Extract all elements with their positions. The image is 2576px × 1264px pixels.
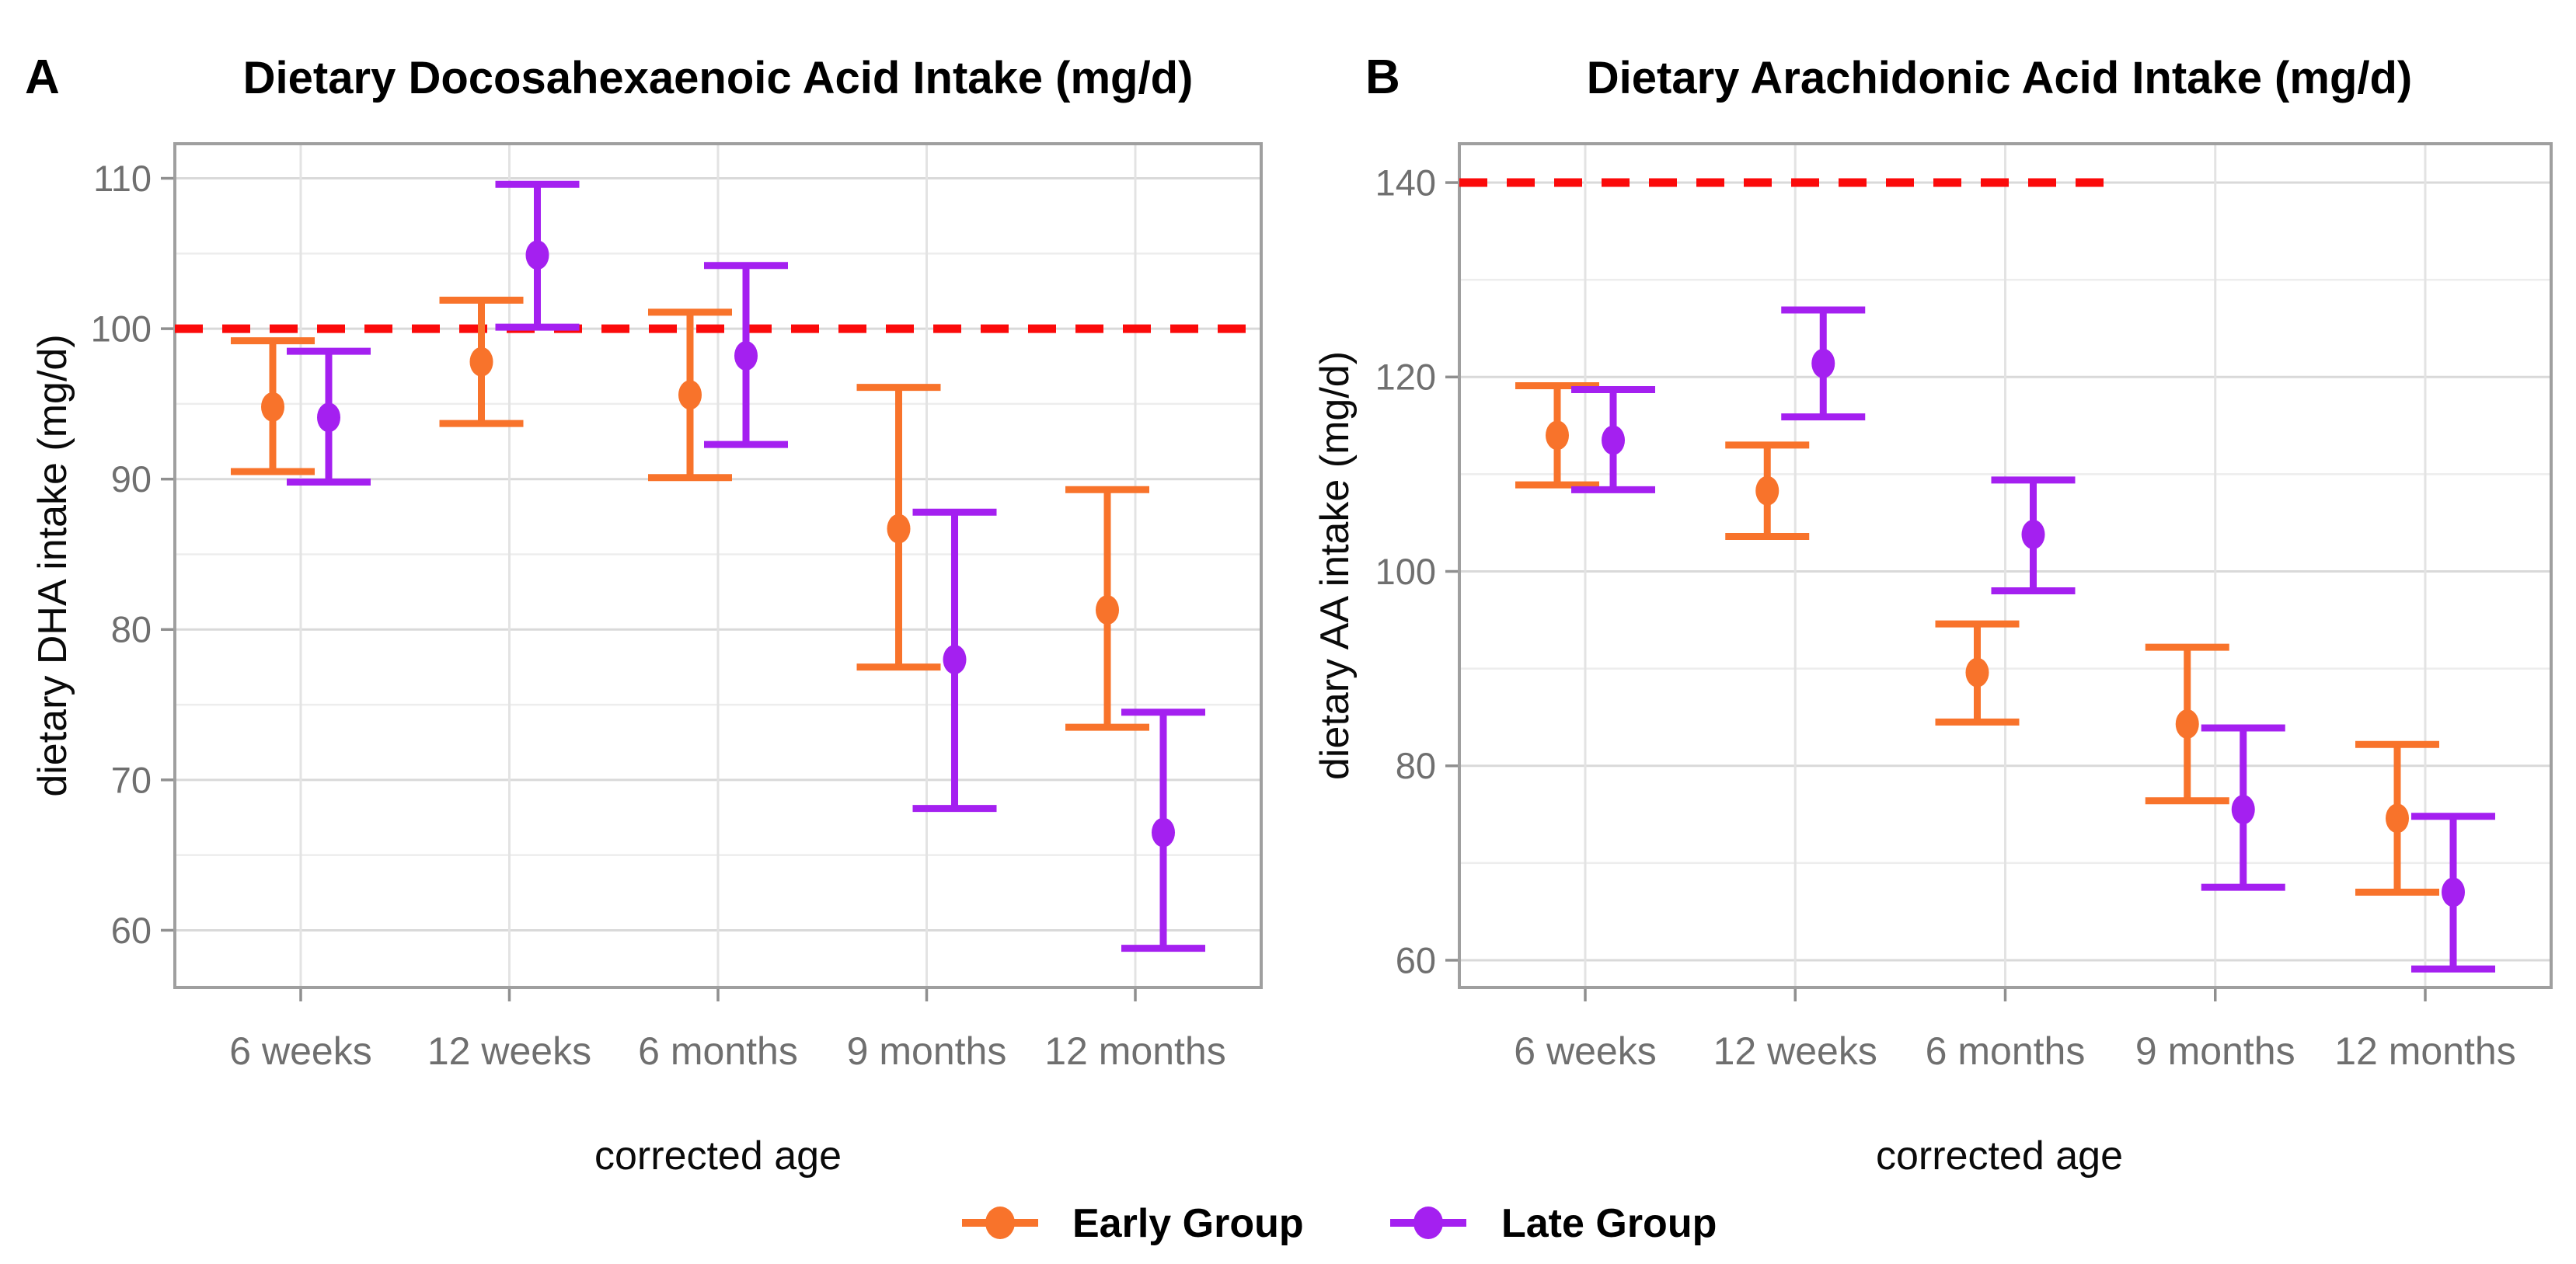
mean-point <box>1152 817 1175 848</box>
mean-point <box>2231 795 2255 825</box>
mean-point <box>2175 709 2199 739</box>
legend-label-late: Late Group <box>1501 1201 1717 1246</box>
mean-point <box>2442 877 2465 907</box>
pointrange-early-group-9-months <box>856 384 941 671</box>
x-tick-label: 6 weeks <box>1514 1029 1656 1073</box>
mean-point <box>525 240 549 270</box>
panel-b-title: Dietary Arachidonic Acid Intake (mg/d) <box>1587 53 2412 103</box>
x-tick-label: 12 weeks <box>427 1029 591 1073</box>
pointrange-late-group-6-weeks <box>1571 386 1655 493</box>
panel-b-plot: 60 80 100 120 140 6 weeks 12 weeks 6 months 9 mo… <box>1375 142 2553 1073</box>
pointrange-late-group-12-weeks <box>1781 306 1866 421</box>
x-tick-label: 9 months <box>847 1029 1007 1073</box>
y-tick-label: 60 <box>111 910 152 951</box>
pointrange-late-group-6-months <box>704 262 788 448</box>
panel-a-x-axis-title: corrected age <box>594 1133 842 1179</box>
mean-point <box>887 514 911 544</box>
legend: Early Group Late Group <box>962 1201 1717 1246</box>
legend-key-late-point-icon <box>1413 1207 1443 1239</box>
legend-label-early: Early Group <box>1072 1201 1304 1246</box>
y-tick-label: 110 <box>93 158 152 199</box>
pointrange-early-group-12-months <box>2355 740 2439 896</box>
panel-a-letter: A <box>25 50 60 104</box>
legend-key-early-point-icon <box>985 1207 1015 1239</box>
pointrange-late-group-12-months <box>2411 813 2495 973</box>
x-tick-label: 6 months <box>1926 1029 2086 1073</box>
pointrange-early-group-9-months <box>2145 643 2229 805</box>
panel-a-title: Dietary Docosahexaenoic Acid Intake (mg/… <box>243 53 1194 103</box>
x-tick-label: 6 months <box>638 1029 798 1073</box>
pointrange-late-group-9-months <box>912 508 997 813</box>
mean-point <box>1811 348 1835 378</box>
panel-b-y-axis-title: dietary AA intake (mg/d) <box>1312 351 1358 780</box>
mean-point <box>943 644 967 674</box>
pointrange-late-group-12-weeks <box>495 180 580 331</box>
y-tick-label: 100 <box>91 308 152 350</box>
pointrange-early-group-12-months <box>1065 486 1149 731</box>
pointrange-early-group-12-weeks <box>439 296 524 427</box>
pointrange-early-group-6-months <box>648 308 732 482</box>
pointrange-early-group-6-months <box>1935 620 2020 726</box>
pointrange-early-group-6-weeks <box>1515 382 1599 489</box>
x-tick-label: 12 months <box>2334 1029 2515 1073</box>
mean-point <box>469 346 493 377</box>
y-tick-label: 120 <box>1375 357 1436 398</box>
pointrange-late-group-12-months <box>1121 709 1205 952</box>
mean-point <box>317 402 340 433</box>
y-tick-label: 80 <box>1396 745 1436 786</box>
panel-a-plot: 60 70 80 90 100 110 6 weeks 12 weeks 6 months 9 m… <box>91 142 1263 1073</box>
mean-point <box>2386 803 2409 834</box>
mean-point <box>261 392 284 422</box>
y-tick-label: 80 <box>111 609 152 650</box>
x-tick-label: 6 weeks <box>229 1029 371 1073</box>
mean-point <box>734 340 758 371</box>
x-tick-label: 12 weeks <box>1713 1029 1877 1073</box>
pointrange-late-group-6-weeks <box>287 347 371 486</box>
pointrange-early-group-6-weeks <box>231 337 315 475</box>
y-tick-label: 70 <box>111 759 152 800</box>
mean-point <box>2021 519 2045 549</box>
panel-b-letter: B <box>1365 50 1400 104</box>
mean-point <box>1602 425 1625 455</box>
y-tick-label: 140 <box>1375 162 1436 203</box>
mean-point <box>1965 657 1989 688</box>
mean-point <box>678 380 702 410</box>
x-tick-label: 12 months <box>1044 1029 1225 1073</box>
panel-b-x-axis-title: corrected age <box>1876 1133 2123 1179</box>
panel-border <box>173 142 1263 989</box>
pointrange-early-group-12-weeks <box>1725 441 1810 540</box>
y-tick-label: 60 <box>1396 939 1436 980</box>
panel-a-y-axis-title: dietary DHA intake (mg/d) <box>30 334 75 796</box>
pointrange-late-group-9-months <box>2201 724 2285 891</box>
panel-border <box>1458 142 2553 989</box>
y-tick-label: 90 <box>111 458 152 500</box>
pointrange-late-group-6-months <box>1991 476 2076 595</box>
mean-point <box>1096 595 1119 625</box>
mean-point <box>1755 475 1779 506</box>
y-tick-label: 100 <box>1375 551 1436 592</box>
x-tick-label: 9 months <box>2135 1029 2295 1073</box>
mean-point <box>1546 420 1569 451</box>
